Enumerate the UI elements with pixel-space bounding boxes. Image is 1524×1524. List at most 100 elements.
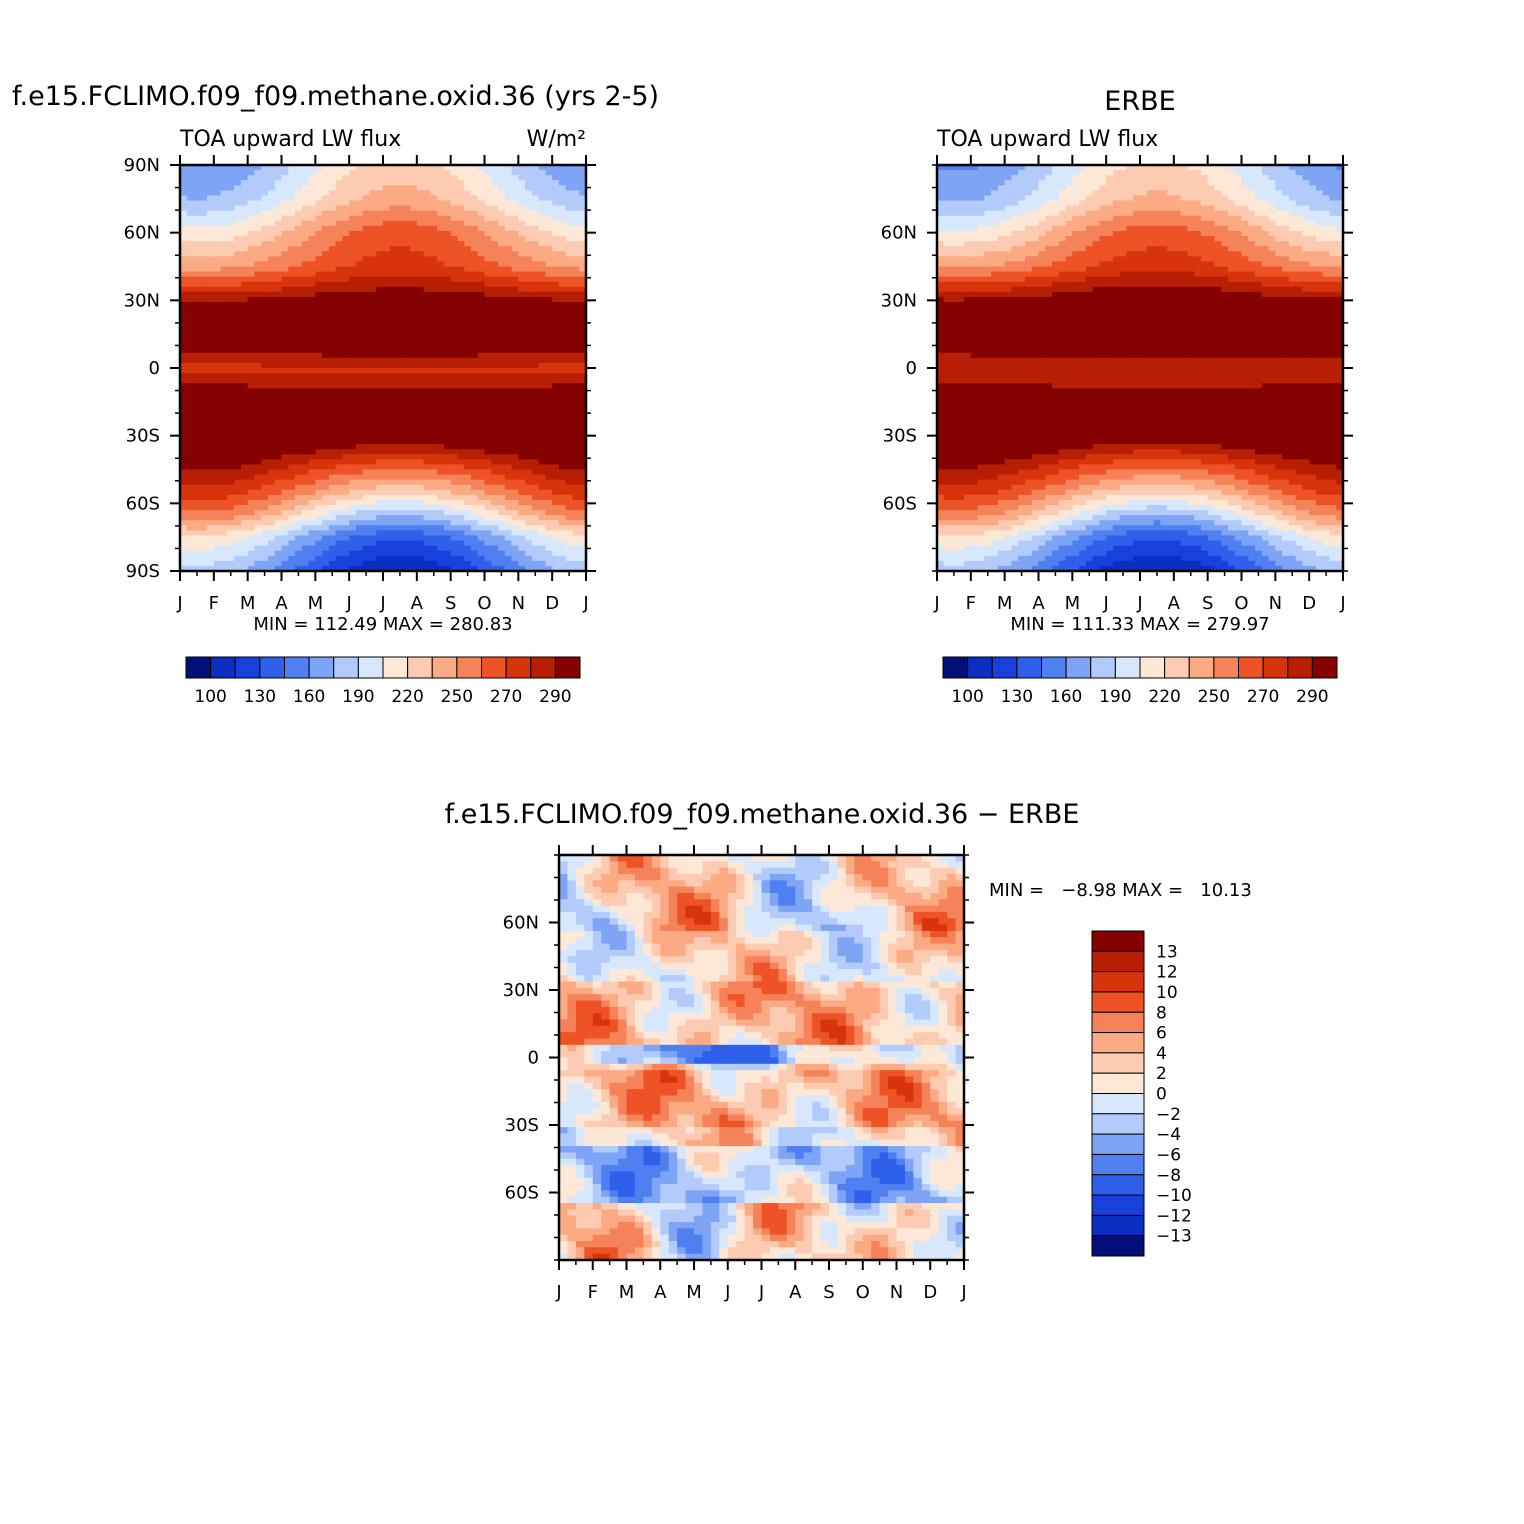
field-cell [498, 170, 505, 176]
field-cell [342, 515, 349, 521]
field-cell [390, 216, 397, 222]
field-cell [457, 429, 464, 435]
field-cell [349, 348, 356, 354]
field-cell [288, 327, 295, 333]
field-cell [315, 231, 322, 237]
field-cell [566, 277, 573, 283]
field-cell [539, 434, 546, 440]
field-cell [282, 282, 289, 288]
field-cell [234, 561, 241, 567]
field-cell [261, 510, 268, 516]
field-cell [234, 485, 241, 491]
field-cell [451, 358, 458, 364]
field-cell [234, 388, 241, 394]
field-cell [187, 368, 194, 374]
field-cell [545, 338, 552, 344]
field-cell [248, 256, 255, 262]
field-cell [471, 353, 478, 359]
field-cell [207, 398, 214, 404]
field-cell [410, 236, 417, 242]
field-cell [322, 272, 329, 278]
field-cell [342, 383, 349, 389]
field-cell [430, 312, 437, 318]
field-cell [390, 302, 397, 308]
field-cell [478, 561, 485, 567]
field-cell [485, 322, 492, 328]
field-cell [376, 292, 383, 298]
field-cell [342, 454, 349, 460]
field-cell [545, 312, 552, 318]
field-cell [417, 322, 424, 328]
field-cell [410, 490, 417, 496]
field-cell [302, 551, 309, 557]
field-cell [518, 297, 525, 303]
field-cell [559, 322, 566, 328]
field-cell [451, 546, 458, 552]
field-cell [261, 312, 268, 318]
field-cell [309, 221, 316, 227]
field-cell [572, 195, 579, 201]
field-cell [444, 475, 451, 481]
field-cell [227, 393, 234, 399]
field-cell [227, 470, 234, 476]
field-cell [261, 419, 268, 425]
field-cell [329, 490, 336, 496]
field-cell [207, 332, 214, 338]
field-cell [207, 343, 214, 349]
field-cell [363, 307, 370, 313]
field-cell [464, 419, 471, 425]
field-cell [363, 510, 370, 516]
field-cell [424, 556, 431, 562]
field-cell [275, 312, 282, 318]
field-cell [295, 470, 302, 476]
field-cell [545, 322, 552, 328]
field-cell [485, 185, 492, 191]
field-cell [315, 368, 322, 374]
field-cell [214, 353, 221, 359]
field-cell [288, 211, 295, 217]
field-cell [356, 312, 363, 318]
field-cell [302, 470, 309, 476]
field-cell [559, 170, 566, 176]
field-cell [417, 206, 424, 212]
field-cell [282, 551, 289, 557]
field-cell [471, 444, 478, 450]
field-cell [505, 201, 512, 207]
field-cell [268, 327, 275, 333]
field-cell [295, 292, 302, 298]
field-cell [491, 267, 498, 273]
field-cell [187, 409, 194, 415]
field-cell [329, 297, 336, 303]
field-cell [336, 500, 343, 506]
field-cell [491, 216, 498, 222]
field-cell [572, 251, 579, 257]
field-cell [471, 393, 478, 399]
field-cell [234, 439, 241, 445]
field-cell [417, 444, 424, 450]
field-cell [349, 332, 356, 338]
field-cell [227, 206, 234, 212]
field-cell [403, 439, 410, 445]
field-cell [572, 515, 579, 521]
field-cell [457, 195, 464, 201]
field-cell [525, 464, 532, 470]
field-cell [518, 353, 525, 359]
field-cell [383, 312, 390, 318]
field-cell [268, 292, 275, 298]
field-cell [207, 525, 214, 531]
field-cell [471, 338, 478, 344]
field-cell [437, 459, 444, 465]
field-cell [194, 251, 201, 257]
field-cell [200, 551, 207, 557]
field-cell [505, 261, 512, 267]
field-cell [572, 206, 579, 212]
field-cell [207, 338, 214, 344]
field-cell [444, 327, 451, 333]
field-cell [512, 277, 519, 283]
field-cell [457, 505, 464, 511]
field-cell [194, 541, 201, 547]
field-cell [451, 236, 458, 242]
field-cell [200, 348, 207, 354]
field-cell [478, 353, 485, 359]
field-cell [200, 180, 207, 186]
